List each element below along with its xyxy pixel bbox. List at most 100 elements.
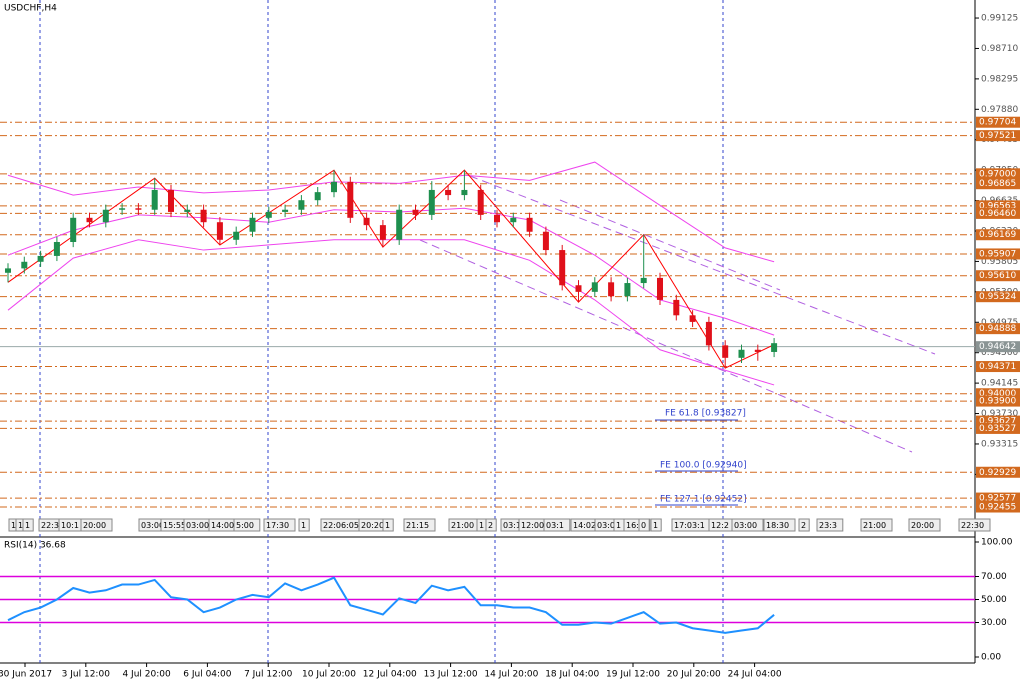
level-label: 0.92577 [979, 494, 1016, 504]
channel-line [419, 239, 913, 453]
candle-body [331, 181, 337, 193]
current-price-box [976, 341, 1020, 353]
level-tag: 0.94371 [976, 361, 1020, 373]
candle-body [5, 268, 11, 273]
level-label: 0.96169 [979, 230, 1016, 240]
candle-body [314, 192, 321, 201]
time-marker: 15:55 [163, 521, 186, 530]
candle-body [37, 255, 44, 262]
candle-body [624, 283, 631, 297]
level-box [976, 130, 1020, 142]
period-separators [39, 0, 724, 663]
level-box [976, 395, 1020, 407]
candle-body [184, 209, 191, 212]
level-label: 0.97521 [979, 131, 1016, 141]
time-marker: 14:00 [211, 521, 234, 530]
time-marker: 21:00 [451, 521, 474, 530]
level-label: 0.95610 [979, 271, 1016, 281]
level-tag: 0.96460 [976, 207, 1020, 219]
level-tag: 0.95324 [976, 291, 1020, 303]
level-tag: 0.92929 [976, 466, 1020, 478]
level-box [976, 415, 1020, 427]
candle-body [657, 277, 663, 300]
level-box [976, 270, 1020, 282]
y-tick-label: 0.94560 [981, 348, 1018, 358]
candle-body [461, 189, 468, 196]
chart-title: USDCHF,H4 [4, 4, 57, 14]
candle-body [738, 349, 745, 358]
candle-body [722, 345, 729, 358]
time-marker: 22:06:05 [323, 521, 359, 530]
y-tick-label: 0.95805 [981, 257, 1018, 267]
level-box [976, 207, 1020, 219]
x-tick-label: 24 Jul 04:00 [728, 670, 782, 680]
time-marker: 1 [479, 521, 484, 530]
time-marker-box [958, 518, 991, 532]
time-marker: 1 [301, 521, 306, 530]
candle-body [754, 349, 761, 352]
y-tick-label: 0.99125 [981, 14, 1018, 24]
level-label: 0.97000 [979, 169, 1016, 179]
background [0, 0, 975, 683]
level-label: 0.96460 [979, 209, 1016, 219]
level-tag: 0.95907 [976, 248, 1020, 260]
time-marker-box [543, 518, 571, 532]
time-marker-box [22, 518, 34, 532]
time-marker-box [763, 518, 796, 532]
channel [419, 175, 936, 453]
x-tick-label: 10 Jul 20:00 [302, 670, 356, 680]
level-tag: 0.92577 [976, 492, 1020, 504]
x-tick-label: 3 Jul 12:00 [62, 670, 111, 680]
level-tag: 0.92455 [976, 501, 1020, 513]
time-marker: 14:02 [573, 521, 596, 530]
time-marker: 21:15 [406, 521, 429, 530]
time-marker: 16:0 [626, 521, 644, 530]
time-marker-box [638, 518, 650, 532]
time-marker: 1 [653, 521, 658, 530]
x-tick-label: 13 Jul 12:00 [424, 670, 478, 680]
candle-body [119, 208, 126, 210]
time-marker-box [80, 518, 113, 532]
candle-body [705, 321, 712, 346]
time-marker: 12:2 [711, 521, 729, 530]
y-tick-label: 0.97880 [981, 105, 1018, 115]
time-marker: 20:00 [911, 521, 934, 530]
y-tick-label: 70.00 [981, 572, 1007, 582]
time-marker: 10:1 [61, 521, 79, 530]
level-box [976, 116, 1020, 128]
x-tick-label: 18 Jul 04:00 [545, 670, 599, 680]
current-price-label: 0.94642 [979, 342, 1016, 352]
level-box [976, 422, 1020, 434]
candle-body [379, 225, 386, 240]
level-label: 0.93627 [979, 417, 1016, 427]
level-box [976, 178, 1020, 190]
level-tag: 0.94000 [976, 388, 1020, 400]
level-tag: 0.95610 [976, 270, 1020, 282]
candle-body [640, 277, 647, 284]
candle-body [445, 189, 452, 196]
level-label: 0.95324 [979, 292, 1016, 302]
candle-body [216, 222, 223, 240]
x-tick-label: 14 Jul 20:00 [484, 670, 538, 680]
time-marker-box [263, 518, 296, 532]
level-label: 0.92929 [979, 468, 1016, 478]
level-label: 0.92455 [979, 503, 1016, 513]
y-tick-label: 100.00 [981, 538, 1013, 548]
candle-body [70, 217, 77, 242]
time-marker-box [731, 518, 764, 532]
candle-body [265, 211, 272, 218]
candle-body [298, 200, 305, 210]
level-label: 0.94371 [979, 362, 1016, 372]
fib-label: FE 100.0 [0.92940] [660, 461, 747, 471]
level-label: 0.96865 [979, 179, 1016, 189]
candle-body [542, 231, 549, 251]
time-marker: 22:30 [961, 521, 984, 530]
level-box [976, 361, 1020, 373]
level-tag: 0.97704 [976, 116, 1020, 128]
y-tick-label: 0.94975 [981, 318, 1018, 328]
time-marker: 22:30 [41, 521, 64, 530]
candle-body [347, 181, 354, 218]
x-tick-label: 30 Jun 2017 [0, 670, 52, 680]
y-tick-label: 50.00 [981, 595, 1007, 605]
